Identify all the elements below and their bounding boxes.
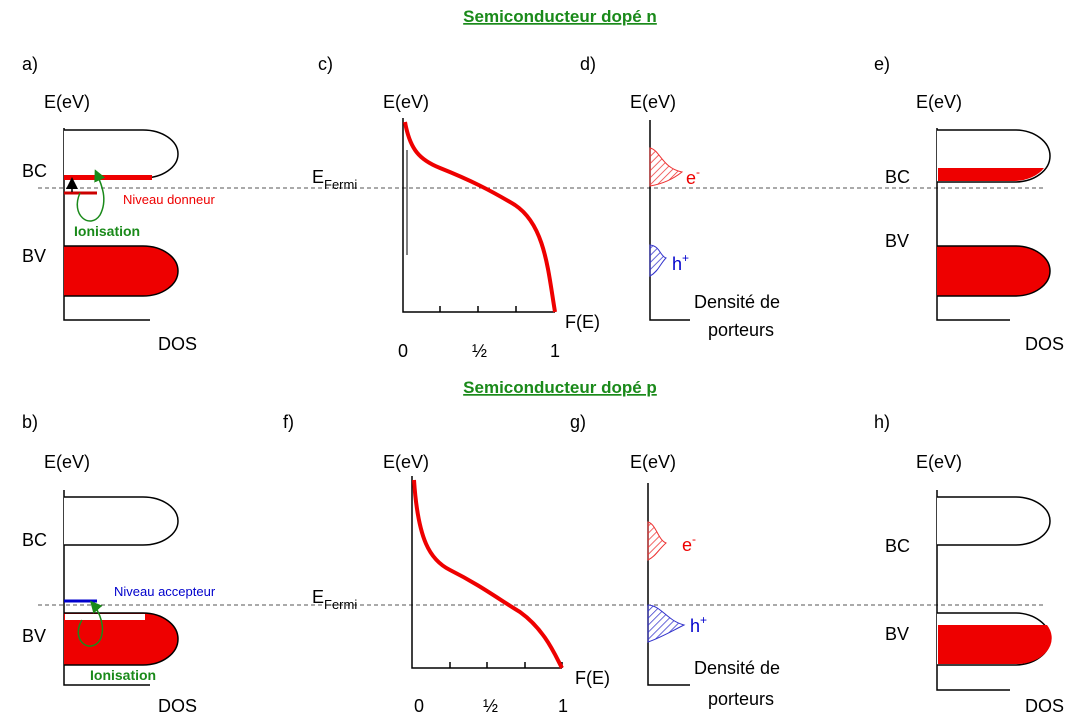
fermi-label: EFermi bbox=[312, 167, 357, 192]
bc-label: BC bbox=[885, 536, 910, 556]
tick-label: 1 bbox=[550, 341, 560, 361]
valence-band bbox=[937, 245, 1051, 297]
electrons bbox=[64, 175, 152, 180]
x-axis-label: DOS bbox=[1025, 696, 1064, 716]
x-axis-label: F(E) bbox=[575, 668, 610, 688]
electron-density bbox=[647, 521, 667, 561]
title: Semiconducteur dopé p bbox=[463, 378, 657, 397]
x-axis-label: F(E) bbox=[565, 312, 600, 332]
y-axis-label: E(eV) bbox=[916, 452, 962, 472]
x-axis-label: porteurs bbox=[708, 320, 774, 340]
holes bbox=[65, 614, 145, 620]
ticks bbox=[449, 662, 563, 668]
y-axis-label: E(eV) bbox=[383, 452, 429, 472]
electron-label: e- bbox=[686, 165, 700, 188]
hole-label: h+ bbox=[690, 613, 707, 636]
conduction-band bbox=[64, 129, 179, 179]
x-axis-label: Densité de bbox=[694, 658, 780, 678]
conduction-band bbox=[937, 496, 1051, 546]
bv-label: BV bbox=[885, 624, 909, 644]
y-axis-label: E(eV) bbox=[916, 92, 962, 112]
axis bbox=[649, 120, 690, 321]
panel-label: d) bbox=[580, 54, 596, 74]
hole-label: h+ bbox=[672, 251, 689, 274]
tick-label: ½ bbox=[472, 341, 487, 361]
fermi-curve bbox=[412, 479, 564, 669]
axis bbox=[411, 476, 562, 669]
bc-label: BC bbox=[885, 167, 910, 187]
axis bbox=[63, 490, 150, 686]
x-axis-label: DOS bbox=[158, 334, 197, 354]
x-axis-label: porteurs bbox=[708, 689, 774, 709]
tick-label: ½ bbox=[483, 696, 498, 716]
panel-label: a) bbox=[22, 54, 38, 74]
panel-label: g) bbox=[570, 412, 586, 432]
hole-density bbox=[649, 244, 667, 277]
fermi-curve bbox=[403, 121, 557, 313]
y-axis-label: E(eV) bbox=[44, 452, 90, 472]
ticks bbox=[439, 306, 556, 312]
conduction-band bbox=[64, 496, 179, 546]
axis bbox=[402, 118, 555, 313]
electron-label: e- bbox=[682, 532, 696, 555]
x-axis-label: DOS bbox=[1025, 334, 1064, 354]
panel-label: e) bbox=[874, 54, 890, 74]
tick-label: 0 bbox=[398, 341, 408, 361]
level-label: Niveau accepteur bbox=[114, 584, 216, 599]
tick-label: 1 bbox=[558, 696, 568, 716]
electron-density bbox=[649, 147, 684, 187]
bc-label: BC bbox=[22, 161, 47, 181]
axis bbox=[647, 483, 690, 686]
y-axis-label: E(eV) bbox=[630, 452, 676, 472]
y-axis-label: E(eV) bbox=[44, 92, 90, 112]
panel-label: f) bbox=[283, 412, 294, 432]
arrow bbox=[76, 169, 106, 222]
x-axis-label: DOS bbox=[158, 696, 197, 716]
valence-band bbox=[64, 612, 179, 666]
valence-band bbox=[64, 245, 179, 297]
bc-label: BC bbox=[22, 530, 47, 550]
panel-label: b) bbox=[22, 412, 38, 432]
y-axis-label: E(eV) bbox=[630, 92, 676, 112]
title: Semiconducteur dopé n bbox=[463, 7, 657, 26]
arrow bbox=[77, 600, 104, 647]
tick-label: 0 bbox=[414, 696, 424, 716]
ionisation-label: Ionisation bbox=[90, 667, 156, 683]
hole-density bbox=[647, 604, 686, 643]
panel-label: c) bbox=[318, 54, 333, 74]
y-axis-label: E(eV) bbox=[383, 92, 429, 112]
panel-label: h) bbox=[874, 412, 890, 432]
electrons bbox=[938, 625, 1052, 665]
bv-label: BV bbox=[22, 626, 46, 646]
x-axis-label: Densité de bbox=[694, 292, 780, 312]
axis bbox=[936, 128, 1010, 321]
fermi-label: EFermi bbox=[312, 587, 357, 612]
bv-label: BV bbox=[885, 231, 909, 251]
electrons bbox=[938, 168, 1044, 181]
bv-label: BV bbox=[22, 246, 46, 266]
ionisation-label: Ionisation bbox=[74, 223, 140, 239]
level-label: Niveau donneur bbox=[123, 192, 215, 207]
axis bbox=[936, 490, 1010, 691]
